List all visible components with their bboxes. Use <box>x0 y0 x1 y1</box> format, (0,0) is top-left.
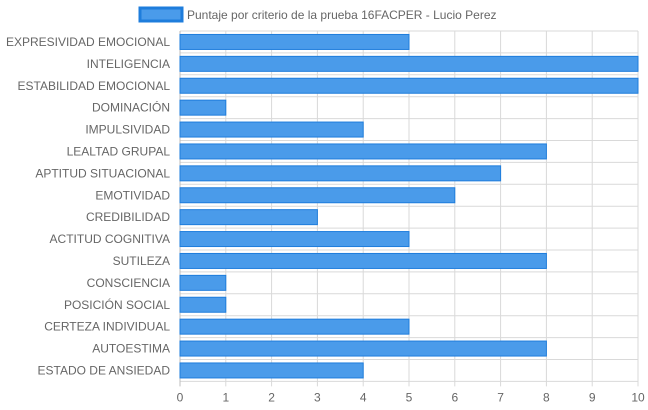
bar[interactable] <box>179 121 364 138</box>
category-label: IMPULSIVIDAD <box>85 123 170 137</box>
bar[interactable] <box>179 252 547 269</box>
bar[interactable] <box>179 296 227 313</box>
bar[interactable] <box>179 362 364 379</box>
category-label: CERTEZA INDIVIDUAL <box>44 320 170 334</box>
bar[interactable] <box>179 187 456 204</box>
category-label: INTELIGENCIA <box>87 57 170 71</box>
x-tick-label: 5 <box>406 390 413 404</box>
x-tick-label: 1 <box>222 390 229 404</box>
legend[interactable]: Puntaje por criterio de la prueba 16FACP… <box>138 6 497 23</box>
bar[interactable] <box>179 165 502 182</box>
x-tick-label: 6 <box>451 390 458 404</box>
x-tick-label: 0 <box>177 390 184 404</box>
x-tick-label: 9 <box>589 390 596 404</box>
x-tick-label: 10 <box>631 390 645 404</box>
legend-swatch <box>138 6 184 23</box>
bar[interactable] <box>179 209 318 226</box>
bar[interactable] <box>179 143 547 160</box>
bar[interactable] <box>179 340 547 357</box>
bar[interactable] <box>179 33 410 50</box>
bar[interactable] <box>179 55 639 72</box>
category-label: CONSCIENCIA <box>87 276 170 290</box>
bar[interactable] <box>179 318 410 335</box>
category-label: EMOTIVIDAD <box>95 188 170 202</box>
category-label: AUTOESTIMA <box>92 342 170 356</box>
x-tick-label: 2 <box>268 390 275 404</box>
category-label: SUTILEZA <box>113 254 170 268</box>
category-label: LEALTAD GRUPAL <box>67 144 171 158</box>
category-label: ACTITUD COGNITIVA <box>50 232 170 246</box>
x-tick-label: 3 <box>314 390 321 404</box>
bars <box>179 33 639 379</box>
bar[interactable] <box>179 274 227 291</box>
category-label: ESTABILIDAD EMOCIONAL <box>18 79 171 93</box>
category-label: ESTADO DE ANSIEDAD <box>38 363 171 377</box>
legend-label: Puntaje por criterio de la prueba 16FACP… <box>187 8 497 22</box>
x-tick-label: 8 <box>543 390 550 404</box>
x-tick-labels: 0 1 2 3 4 5 6 7 8 9 10 <box>177 390 645 404</box>
category-label: APTITUD SITUACIONAL <box>35 166 170 180</box>
bar[interactable] <box>179 77 639 94</box>
bar[interactable] <box>179 231 410 248</box>
category-label: DOMINACIÓN <box>92 100 170 115</box>
category-label: EXPRESIVIDAD EMOCIONAL <box>6 35 170 49</box>
category-labels: EXPRESIVIDAD EMOCIONAL INTELIGENCIA ESTABI… <box>6 35 170 378</box>
category-label: CREDIBILIDAD <box>86 210 170 224</box>
category-label: POSICIÓN SOCIAL <box>64 297 170 312</box>
x-tick-label: 4 <box>360 390 367 404</box>
x-tick-label: 7 <box>497 390 504 404</box>
bar[interactable] <box>179 99 227 116</box>
